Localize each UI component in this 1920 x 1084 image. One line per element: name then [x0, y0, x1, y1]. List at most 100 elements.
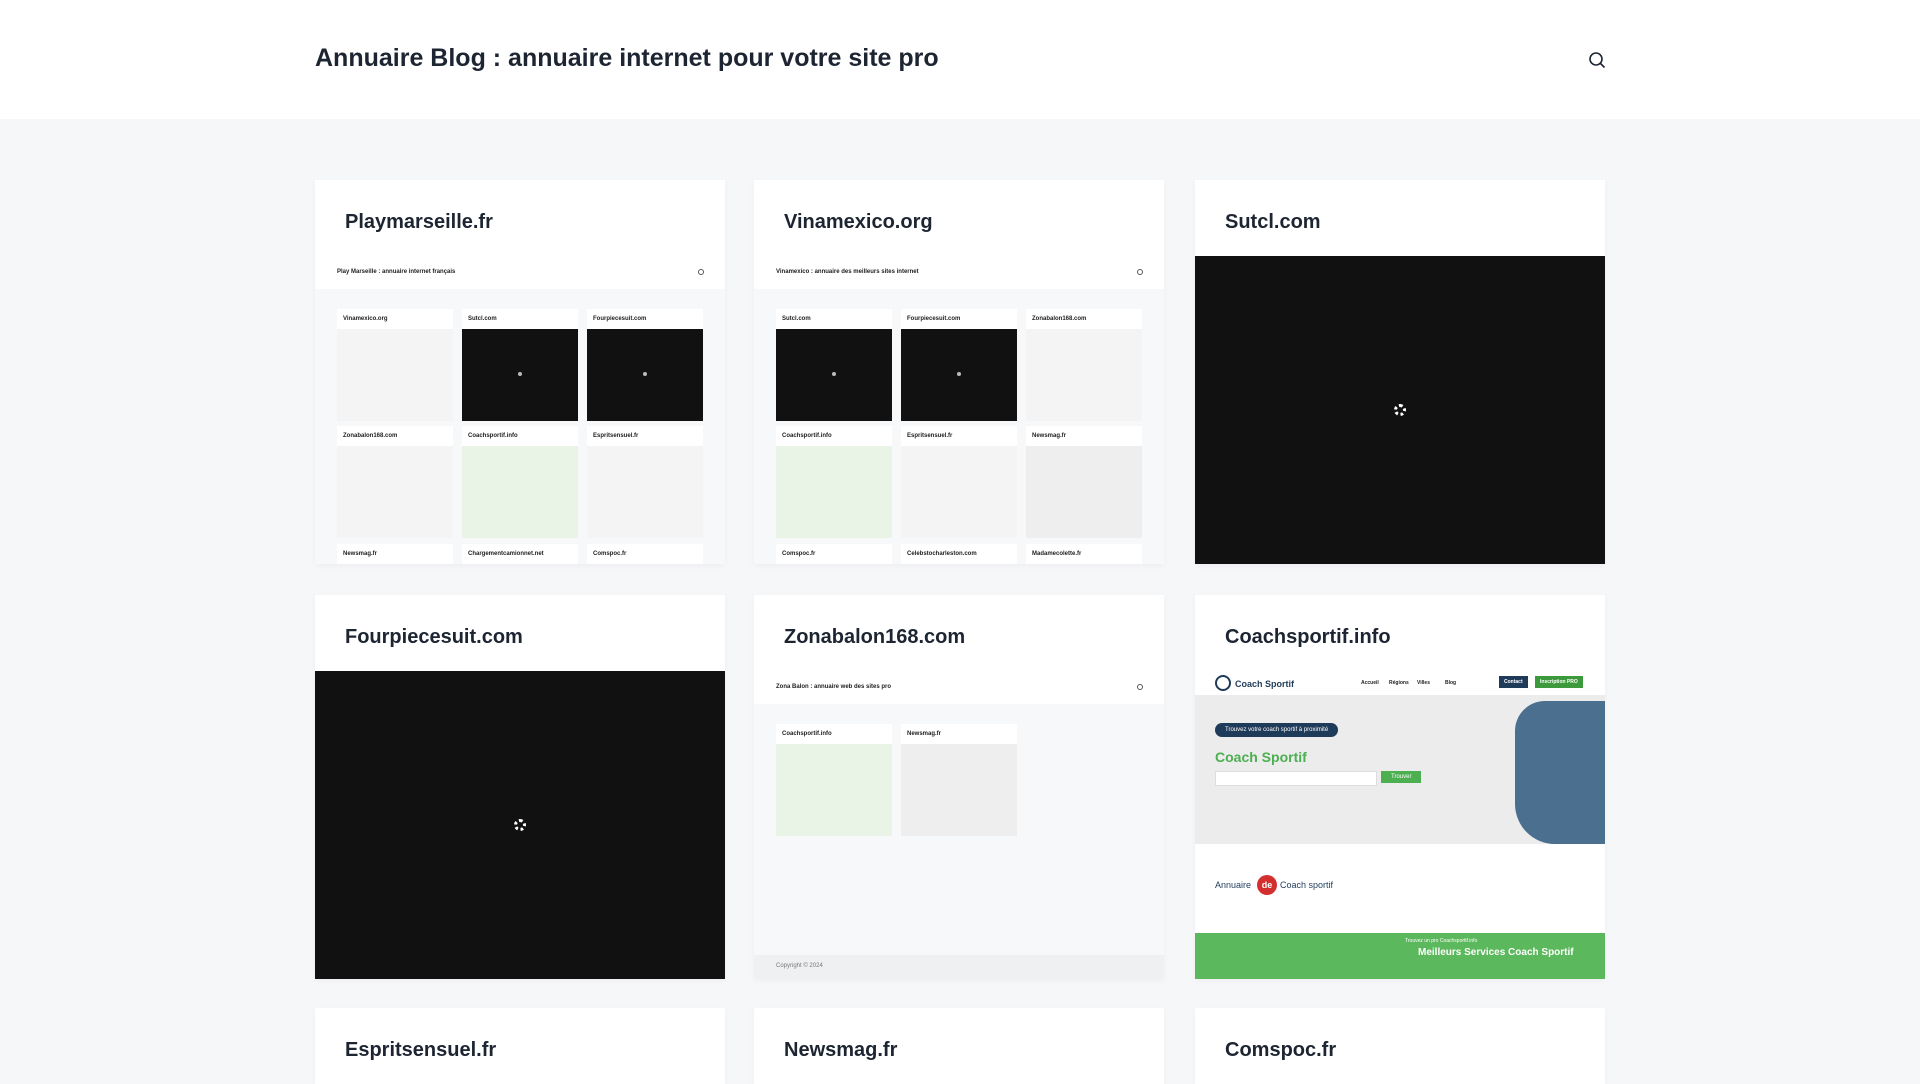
- tile-image: [776, 446, 892, 538]
- nav-button: Inscription PRO: [1535, 676, 1583, 688]
- site-card[interactable]: Newsmag.fr: [754, 1008, 1164, 1084]
- preview-tile: Madamecolette.fr: [1026, 544, 1142, 564]
- tile-title: Fourpiecesuit.com: [593, 316, 647, 322]
- site-card[interactable]: Coachsportif.info Coach Sportif Accueil Rég…: [1195, 595, 1605, 979]
- preview-tile: Zonabalon168.com: [337, 426, 453, 538]
- tile-title: Newsmag.fr: [343, 551, 378, 557]
- tile-image: [901, 744, 1017, 836]
- card-preview[interactable]: [315, 671, 725, 979]
- tile-title: Espritsensuel.fr: [593, 433, 639, 439]
- card-title[interactable]: Sutcl.com: [1225, 211, 1321, 233]
- search-icon[interactable]: [1588, 51, 1606, 69]
- tile-image: [1026, 329, 1142, 421]
- tile-title: Coachsportif.info: [782, 731, 832, 737]
- tile-image: [337, 446, 453, 538]
- site-card[interactable]: Zonabalon168.com Zona Balon : annuaire we…: [754, 595, 1164, 979]
- card-title[interactable]: Zonabalon168.com: [784, 626, 966, 648]
- tile-image: [1026, 446, 1142, 538]
- card-title[interactable]: Comspoc.fr: [1225, 1039, 1337, 1061]
- tile-title: Coachsportif.info: [782, 433, 832, 439]
- tile-dot: [957, 372, 961, 376]
- site-card[interactable]: Vinamexico.org Vinamexico : annuaire des …: [754, 180, 1164, 564]
- site-card[interactable]: Fourpiecesuit.com: [315, 595, 725, 979]
- nav-item: Accueil: [1361, 680, 1379, 686]
- card-title[interactable]: Fourpiecesuit.com: [345, 626, 523, 648]
- tile-dot: [518, 372, 522, 376]
- preview-site-title: Vinamexico : annuaire des meilleurs site…: [776, 269, 919, 275]
- card-preview[interactable]: Vinamexico : annuaire des meilleurs site…: [754, 256, 1164, 564]
- tile-title: Comspoc.fr: [593, 551, 627, 557]
- preview-tile: Chargementcamionnet.net: [462, 544, 578, 564]
- card-title[interactable]: Coachsportif.info: [1225, 626, 1391, 648]
- nav-item: Villes: [1417, 680, 1430, 686]
- hero-image: [1515, 701, 1605, 844]
- tile-title: Newsmag.fr: [1032, 433, 1067, 439]
- logo-text: Coach Sportif: [1235, 679, 1295, 689]
- loading-icon: [1394, 404, 1406, 416]
- tile-title: Zonabalon168.com: [343, 433, 398, 439]
- tile-title: Fourpiecesuit.com: [907, 316, 961, 322]
- tile-title: Madamecolette.fr: [1032, 551, 1082, 557]
- nav-item: Régions: [1389, 680, 1409, 686]
- card-title[interactable]: Playmarseille.fr: [345, 211, 493, 233]
- tile-dot: [643, 372, 647, 376]
- preview-tile: Coachsportif.info: [776, 724, 892, 836]
- card-preview[interactable]: Play Marseille : annuaire internet franç…: [315, 256, 725, 564]
- tile-image: [587, 329, 703, 421]
- tile-title: Vinamexico.org: [343, 316, 388, 322]
- hero-button: Trouver: [1381, 771, 1422, 783]
- tile-title: Comspoc.fr: [782, 551, 816, 557]
- card-title[interactable]: Vinamexico.org: [784, 211, 933, 233]
- preview-tile: Celebstocharleston.com: [901, 544, 1017, 564]
- preview-tile: Espritsensuel.fr: [587, 426, 703, 538]
- tile-image: [587, 446, 703, 538]
- preview-tile: Fourpiecesuit.com: [901, 309, 1017, 421]
- preview-tile: Espritsensuel.fr: [901, 426, 1017, 538]
- site-card[interactable]: Sutcl.com: [1195, 180, 1605, 564]
- tile-image: [337, 329, 453, 421]
- site-card[interactable]: Espritsensuel.fr: [315, 1008, 725, 1084]
- nav-button: Contact: [1499, 676, 1528, 688]
- site-title[interactable]: Annuaire Blog : annuaire internet pour v…: [315, 44, 939, 72]
- preview-tile: Newsmag.fr: [1026, 426, 1142, 538]
- preview-tile: Zonabalon168.com: [1026, 309, 1142, 421]
- preview-tile: Vinamexico.org: [337, 309, 453, 421]
- card-title[interactable]: Newsmag.fr: [784, 1039, 898, 1061]
- card-preview[interactable]: Zona Balon : annuaire web des sites pro C…: [754, 671, 1164, 979]
- preview-tile: Sutcl.com: [776, 309, 892, 421]
- card-title[interactable]: Espritsensuel.fr: [345, 1039, 497, 1061]
- tile-title: Sutcl.com: [468, 316, 497, 322]
- nav-item: Blog: [1445, 680, 1457, 686]
- preview-header: [754, 671, 1164, 704]
- tile-image: [776, 329, 892, 421]
- site-card[interactable]: Comspoc.fr: [1195, 1008, 1605, 1084]
- preview-search: [1137, 684, 1143, 690]
- preview-tile: Newsmag.fr: [337, 544, 453, 564]
- preview-search: [1137, 269, 1143, 275]
- tile-title: Chargementcamionnet.net: [468, 551, 544, 557]
- tile-image: [776, 744, 892, 836]
- preview-tile: Fourpiecesuit.com: [587, 309, 703, 421]
- annuaire-badge: de: [1257, 875, 1277, 895]
- preview-search: [698, 269, 704, 275]
- preview-site-title: Zona Balon : annuaire web des sites pro: [776, 684, 892, 690]
- hero-pill: Trouvez votre coach sportif à proximité: [1215, 723, 1339, 737]
- site-header: Annuaire Blog : annuaire internet pour v…: [0, 0, 1920, 119]
- preview-tile: Sutcl.com: [462, 309, 578, 421]
- card-preview[interactable]: Coach Sportif Accueil Régions Villes Blog Con…: [1195, 671, 1605, 979]
- card-preview[interactable]: [1195, 256, 1605, 564]
- green-band: [1195, 933, 1605, 979]
- preview-tile: Coachsportif.info: [462, 426, 578, 538]
- band-small: Trouvez un pro Coachsportif.info: [1405, 938, 1478, 944]
- tile-image: [462, 329, 578, 421]
- annuaire-text: Coach sportif: [1280, 880, 1334, 890]
- preview-tile: Newsmag.fr: [901, 724, 1017, 836]
- tile-title: Sutcl.com: [782, 316, 811, 322]
- preview-tile: Comspoc.fr: [587, 544, 703, 564]
- tile-title: Zonabalon168.com: [1032, 316, 1087, 322]
- tile-title: Newsmag.fr: [907, 731, 942, 737]
- site-card[interactable]: Playmarseille.fr Play Marseille : annuair…: [315, 180, 725, 564]
- tile-title: Coachsportif.info: [468, 433, 518, 439]
